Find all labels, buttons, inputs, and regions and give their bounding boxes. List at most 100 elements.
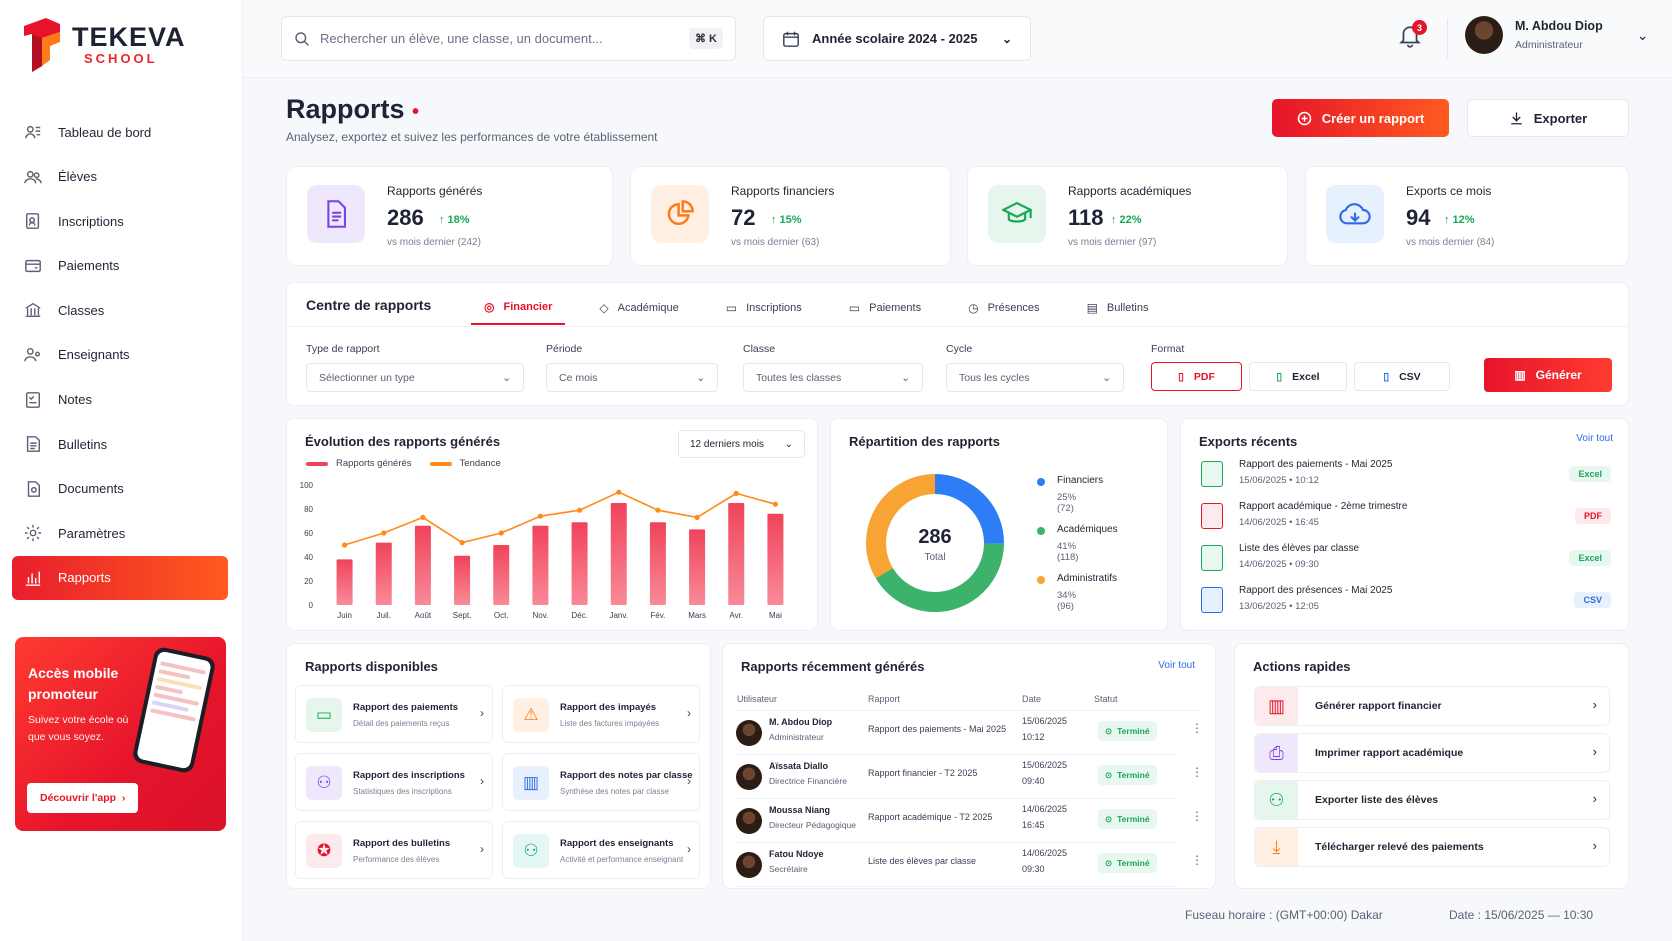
available-report-item[interactable]: ✪ Rapport des bulletins Performance des él… [295, 821, 493, 879]
sidebar-item-rapports[interactable]: Rapports [12, 555, 228, 600]
sidebar-item-dashboard[interactable]: Tableau de bord [12, 110, 228, 154]
bar[interactable] [767, 513, 784, 605]
more-icon[interactable]: ⋮ [1191, 765, 1203, 779]
stat-sub: vs mois dernier (97) [1068, 237, 1157, 248]
bar[interactable] [649, 522, 666, 605]
trend-point[interactable] [341, 542, 348, 548]
table-row[interactable]: Fatou Ndoye Secrétaire Liste des élèves pa… [736, 843, 1203, 887]
bar[interactable] [571, 522, 588, 605]
trend-point[interactable] [733, 490, 739, 496]
exports-see-all-link[interactable]: Voir tout [1576, 433, 1613, 444]
more-icon[interactable]: ⋮ [1191, 853, 1203, 867]
bar[interactable] [610, 503, 627, 605]
donut-slice[interactable] [866, 474, 1004, 612]
quick-action-item[interactable]: ▥ Générer rapport financier › [1254, 686, 1610, 726]
table-row[interactable]: Aïssata Diallo Directrice Financière Rappo… [736, 755, 1203, 799]
bar-chart-icon: ▥ [1255, 687, 1298, 725]
sidebar-item-classes[interactable]: Classes [12, 288, 228, 332]
sidebar-item-enseignants[interactable]: Enseignants [12, 333, 228, 377]
available-report-item[interactable]: ▥ Rapport des notes par classe Synthèse de… [502, 753, 700, 811]
export-item[interactable]: Rapport des présences - Mai 2025 13/06/20… [1199, 585, 1611, 625]
bar[interactable] [728, 503, 745, 605]
sidebar-item-notes[interactable]: Notes [12, 378, 228, 422]
sidebar-item-paiements[interactable]: Paiements [12, 244, 228, 288]
export-item[interactable]: Rapport des paiements - Mai 2025 15/06/20… [1199, 459, 1611, 499]
search-placeholder: Rechercher un élève, une classe, un docu… [320, 31, 603, 46]
tab-financier[interactable]: ◎ Financier [471, 291, 566, 325]
export-item[interactable]: Liste des élèves par classe 14/06/2025 • … [1199, 543, 1611, 583]
available-report-item[interactable]: ▭ Rapport des paiements Détail des paiemen… [295, 685, 493, 743]
recent-see-all-link[interactable]: Voir tout [1158, 660, 1195, 671]
payments-card-icon: ▭ [306, 698, 342, 732]
create-report-button[interactable]: Créer un rapport [1272, 99, 1449, 137]
trend-point[interactable] [498, 530, 504, 536]
stat-change: ↑ 22% [1111, 214, 1142, 226]
trend-point[interactable] [772, 501, 779, 507]
notifications-button[interactable]: 3 [1399, 20, 1427, 51]
quick-action-item[interactable]: ⤓ Télécharger relevé des paiements › [1254, 827, 1610, 867]
exports-title: Exports récents [1199, 434, 1298, 449]
range-select[interactable]: 12 derniers mois ⌄ [678, 430, 805, 458]
brand-name: TEKEVA [72, 21, 186, 52]
class-select[interactable]: Toutes les classes ⌄ [743, 363, 923, 392]
trend-point[interactable] [381, 530, 387, 536]
bar[interactable] [336, 559, 353, 605]
tab-paiements[interactable]: ▭ Paiements [836, 291, 934, 325]
trend-point[interactable] [655, 507, 661, 513]
legend-label: Académiques [1057, 524, 1118, 535]
user-name: Moussa Niang [769, 805, 831, 815]
sidebar-item-label: Élèves [58, 169, 98, 185]
format-csv-button[interactable]: ▯ CSV [1354, 362, 1450, 391]
sidebar-item-bulletins[interactable]: Bulletins [12, 422, 228, 466]
bar[interactable] [375, 542, 392, 605]
table-row[interactable]: M. Abdou Diop Administrateur Rapport des p… [736, 711, 1203, 755]
generate-button[interactable]: ▥ Générer [1484, 358, 1612, 392]
bar[interactable] [454, 555, 471, 605]
period-select[interactable]: Ce mois ⌄ [546, 363, 718, 392]
quick-action-item[interactable]: ⎙ Imprimer rapport académique › [1254, 733, 1610, 773]
tab-academique[interactable]: ◇ Académique [586, 291, 691, 325]
trend-point[interactable] [537, 513, 544, 519]
trend-point[interactable] [694, 514, 700, 520]
bar[interactable] [532, 525, 549, 605]
more-icon[interactable]: ⋮ [1191, 721, 1203, 735]
export-item[interactable]: Rapport académique - 2ème trimestre 14/06… [1199, 501, 1611, 541]
table-row[interactable]: Moussa Niang Directeur Pédagogique Rapport… [736, 799, 1203, 843]
user-menu[interactable]: M. Abdou Diop Administrateur ⌄ [1465, 16, 1648, 54]
status-text: Terminé [1117, 726, 1150, 736]
search-input[interactable]: Rechercher un élève, une classe, un docu… [281, 16, 736, 61]
check-circle-icon: ⊙ [1105, 725, 1113, 736]
trend-point[interactable] [420, 514, 426, 520]
cycle-select[interactable]: Tous les cycles ⌄ [946, 363, 1124, 392]
bar[interactable] [414, 525, 431, 605]
field-label: Période [546, 343, 583, 355]
tab-bulletins[interactable]: ▤ Bulletins [1074, 291, 1162, 325]
more-icon[interactable]: ⋮ [1191, 809, 1203, 823]
quick-action-item[interactable]: ⚇ Exporter liste des élèves › [1254, 780, 1610, 820]
format-pdf-button[interactable]: ▯ PDF [1151, 362, 1242, 391]
sidebar-item-eleves[interactable]: Élèves [12, 155, 228, 199]
quick-title: Actions rapides [1253, 659, 1351, 674]
y-tick-label: 100 [300, 481, 314, 490]
sidebar-item-documents[interactable]: Documents [12, 467, 228, 511]
trend-point[interactable] [459, 540, 465, 546]
trend-point[interactable] [576, 507, 583, 513]
export-button[interactable]: Exporter [1467, 99, 1629, 137]
tab-inscriptions[interactable]: ▭ Inscriptions [713, 291, 815, 325]
trend-point[interactable] [616, 489, 622, 495]
available-report-item[interactable]: ⚠ Rapport des impayés Liste des factures i… [502, 685, 700, 743]
report-type-select[interactable]: Sélectionner un type ⌄ [306, 363, 524, 392]
user-name: M. Abdou Diop [1515, 19, 1603, 33]
sidebar-item-inscriptions[interactable]: Inscriptions [12, 199, 228, 243]
available-report-item[interactable]: ⚇ Rapport des enseignants Activité et perf… [502, 821, 700, 879]
discover-app-button[interactable]: Découvrir l'app › [27, 783, 139, 813]
bar[interactable] [689, 529, 706, 605]
available-report-item[interactable]: ⚇ Rapport des inscriptions Statistiques de… [295, 753, 493, 811]
format-excel-button[interactable]: ▯ Excel [1249, 362, 1347, 391]
sidebar-item-parametres[interactable]: Paramètres [12, 511, 228, 555]
donut-slice[interactable] [866, 474, 1004, 612]
tab-presences[interactable]: ◷ Présences [955, 291, 1052, 325]
brand-logo[interactable]: TEKEVA SCHOOL [20, 16, 186, 72]
bar[interactable] [493, 545, 510, 605]
school-year-select[interactable]: Année scolaire 2024 - 2025 ⌄ [763, 16, 1031, 61]
